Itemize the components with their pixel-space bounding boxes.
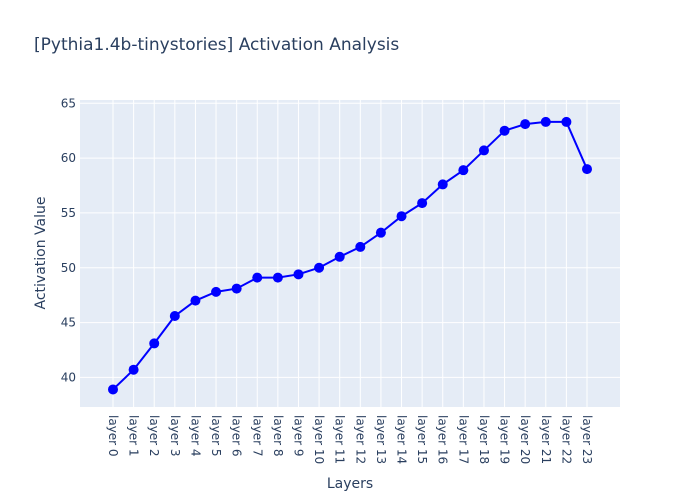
data-point bbox=[231, 283, 242, 294]
x-tick-label: layer 13 bbox=[374, 415, 388, 464]
data-point bbox=[458, 165, 469, 176]
x-tick-label: layer 18 bbox=[477, 415, 491, 464]
data-point bbox=[272, 272, 283, 283]
y-tick-label: 45 bbox=[61, 316, 76, 330]
data-point bbox=[355, 241, 366, 252]
data-point bbox=[128, 364, 139, 375]
data-point bbox=[334, 251, 345, 262]
data-point bbox=[169, 310, 180, 321]
x-tick-label: layer 4 bbox=[188, 415, 202, 457]
x-tick-label: layer 1 bbox=[127, 415, 141, 457]
y-axis-title: Activation Value bbox=[33, 197, 49, 310]
data-point bbox=[211, 286, 222, 297]
data-point bbox=[478, 145, 489, 156]
data-point bbox=[499, 125, 510, 136]
data-point bbox=[520, 119, 531, 130]
data-point bbox=[252, 272, 263, 283]
data-point bbox=[108, 384, 118, 395]
x-tick-label: layer 10 bbox=[312, 415, 326, 464]
data-point bbox=[582, 164, 592, 175]
y-axis-ticks: 40 45 50 55 60 65 bbox=[61, 96, 76, 384]
y-tick-label: 50 bbox=[61, 261, 76, 275]
x-tick-label: layer 5 bbox=[209, 415, 223, 457]
x-tick-label: layer 2 bbox=[147, 415, 161, 457]
data-point bbox=[396, 211, 407, 222]
data-point bbox=[561, 116, 572, 127]
data-point bbox=[540, 116, 551, 127]
x-tick-label: layer 20 bbox=[518, 415, 532, 464]
y-tick-label: 55 bbox=[61, 206, 76, 220]
x-tick-label: layer 14 bbox=[395, 415, 409, 464]
x-tick-label: layer 9 bbox=[291, 415, 305, 457]
data-point bbox=[190, 295, 201, 306]
x-tick-label: layer 6 bbox=[230, 415, 244, 457]
x-tick-label: layer 22 bbox=[559, 415, 573, 464]
data-point bbox=[417, 198, 428, 209]
series-markers bbox=[108, 116, 592, 395]
chart-title: [Pythia1.4b-tinystories] Activation Anal… bbox=[34, 35, 399, 55]
x-tick-label: layer 3 bbox=[168, 415, 182, 457]
x-tick-label: layer 12 bbox=[353, 415, 367, 464]
data-point bbox=[314, 262, 325, 273]
gridlines bbox=[80, 100, 620, 407]
x-tick-label: layer 15 bbox=[415, 415, 429, 464]
x-tick-label: layer 0 bbox=[106, 415, 120, 457]
data-point bbox=[437, 179, 448, 190]
x-tick-label: layer 11 bbox=[333, 415, 347, 464]
x-axis-title: Layers bbox=[327, 476, 373, 492]
data-point bbox=[375, 227, 386, 238]
x-tick-label: layer 23 bbox=[580, 415, 594, 464]
y-tick-label: 40 bbox=[61, 370, 76, 384]
x-tick-label: layer 21 bbox=[539, 415, 553, 464]
x-tick-label: layer 19 bbox=[498, 415, 512, 464]
y-tick-label: 65 bbox=[61, 96, 76, 110]
data-point bbox=[149, 338, 160, 349]
x-tick-label: layer 16 bbox=[436, 415, 450, 464]
y-tick-label: 60 bbox=[61, 151, 76, 165]
x-tick-label: layer 17 bbox=[456, 415, 470, 464]
data-point bbox=[293, 269, 304, 280]
plot-area bbox=[80, 100, 620, 407]
x-tick-label: layer 7 bbox=[250, 415, 264, 457]
x-axis-ticks: layer 0 layer 1 layer 2 layer 3 layer 4 layer… bbox=[106, 415, 594, 464]
x-tick-label: layer 8 bbox=[271, 415, 285, 457]
